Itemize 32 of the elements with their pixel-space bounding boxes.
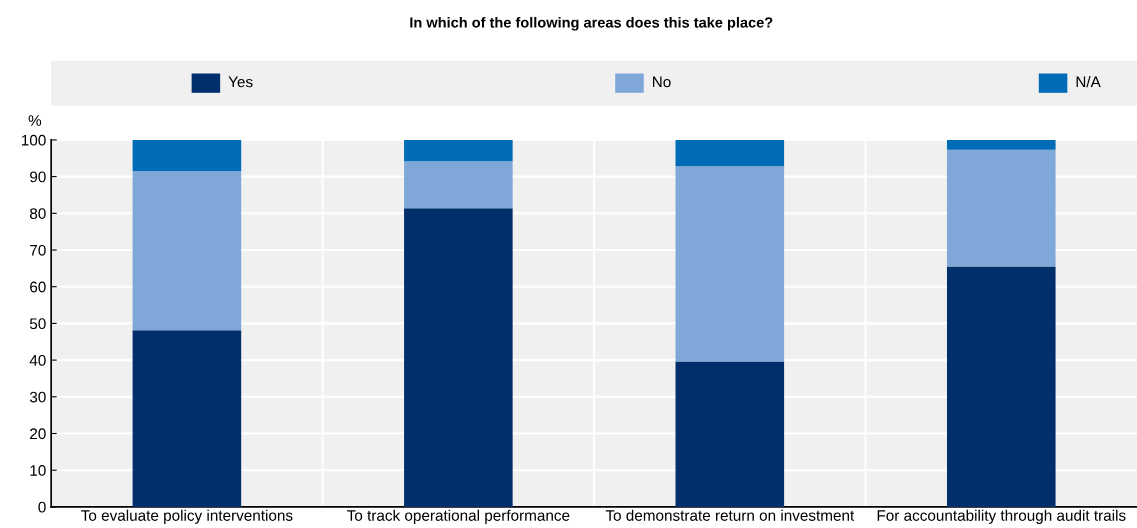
legend-label: No xyxy=(652,76,671,88)
bar xyxy=(132,330,242,507)
bar xyxy=(132,139,242,172)
bar xyxy=(946,266,1056,507)
y-tick-label: 10 xyxy=(30,465,46,476)
bar xyxy=(946,149,1056,267)
bar xyxy=(132,171,242,331)
y-tick-label: 80 xyxy=(29,208,46,219)
legend-label: Yes xyxy=(228,76,253,88)
bar xyxy=(675,139,785,167)
y-tick-label: 30 xyxy=(29,391,46,403)
y-tick-label: 90 xyxy=(30,171,46,183)
bar xyxy=(675,166,785,362)
y-axis-title: % xyxy=(28,115,42,126)
x-tick-label: For accountability through audit trails xyxy=(877,509,1126,524)
x-tick-label: To evaluate policy interventions xyxy=(81,509,293,524)
x-tick-label: To track operational performance xyxy=(347,509,570,524)
y-tick-label: 0 xyxy=(38,501,46,513)
x-tick-label: To demonstrate return on investment xyxy=(605,509,855,521)
y-tick-label: 60 xyxy=(30,281,46,293)
bar xyxy=(675,361,785,507)
y-tick-label: 70 xyxy=(30,244,46,256)
y-tick-label: 20 xyxy=(30,428,46,440)
bar xyxy=(404,208,513,507)
legend-label: N/A xyxy=(1076,76,1101,88)
bar xyxy=(404,139,513,162)
bar xyxy=(404,161,513,209)
y-tick-label: 100 xyxy=(21,134,46,146)
y-tick-label: 50 xyxy=(29,318,46,330)
y-tick-label: 40 xyxy=(29,354,46,366)
chart-title: In which of the following areas does this take place? xyxy=(410,16,773,31)
bar xyxy=(946,139,1056,150)
